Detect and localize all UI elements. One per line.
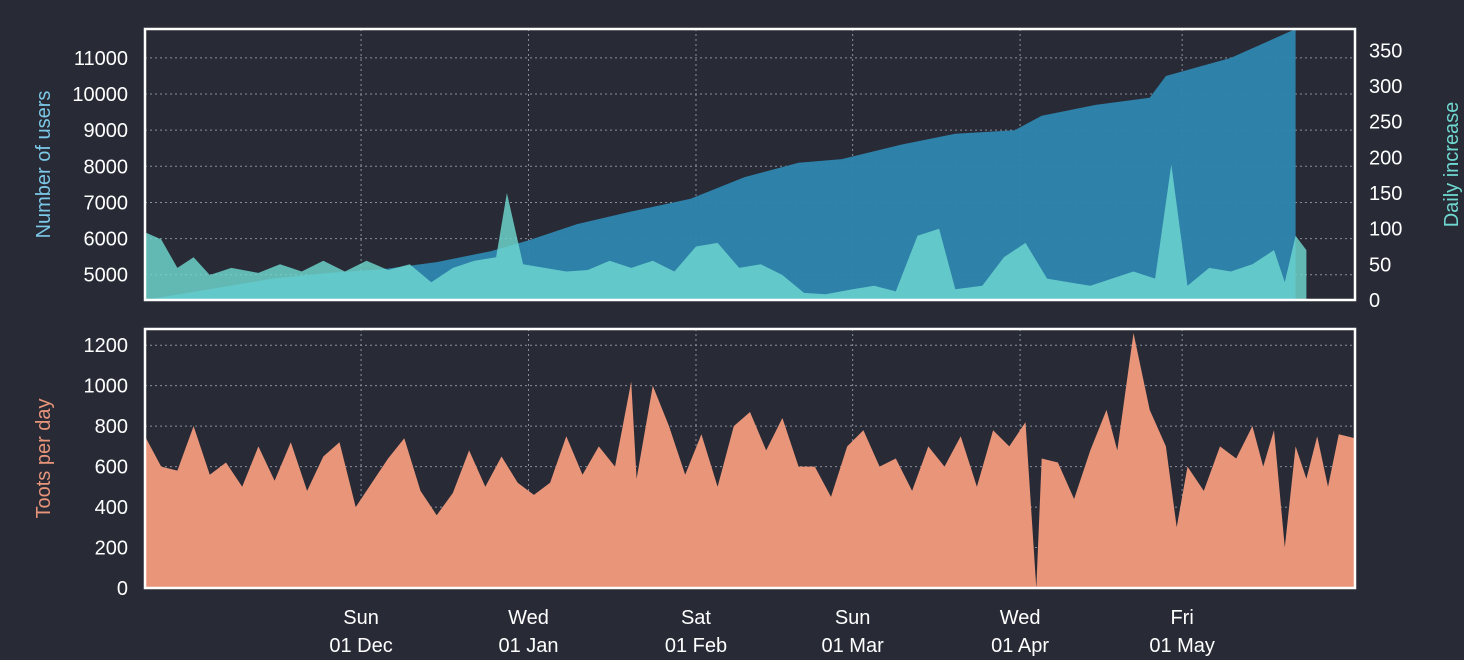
x-tick-day: Sun [835,607,871,629]
series-area-number-of-users [145,29,1296,300]
y2-tick-label: 300 [1369,76,1402,98]
y-tick-label: 800 [95,416,128,438]
y2-tick-label: 0 [1369,290,1380,312]
series-area-daily-increase [145,164,1307,300]
x-axis: Sun 01 Dec Wed 01 Jan Sat 01 Feb Sun 01 Mar Wed 0… [329,607,1215,657]
y-axis-label: Toots per day [33,398,55,518]
users-panel: 5000 6000 7000 8000 9000 10000 11000 0 50 100 150 2… [33,27,1463,312]
y-tick-label: 400 [95,497,128,519]
x-tick-day: Sun [343,607,379,629]
y2-tick-label: 200 [1369,147,1402,169]
y-tick-label: 11000 [74,48,128,70]
y-tick-label: 9000 [84,120,129,142]
y-tick-label: 200 [95,538,128,560]
plot-frame [143,327,1357,590]
plot-frame [143,27,1357,302]
y-tick-label: 8000 [84,156,129,178]
x-tick-date: 01 Feb [665,635,727,657]
toots-panel: 0 200 400 600 800 1000 1200 Toots per day [33,327,1357,600]
x-tick-day: Wed [1000,607,1041,629]
y2-tick-label: 250 [1369,112,1402,134]
x-tick-date: 01 Jan [498,635,558,657]
x-tick-day: Wed [508,607,549,629]
y-tick-label: 1200 [84,335,129,357]
x-tick-date: 01 Dec [329,635,392,657]
y2-tick-label: 50 [1369,254,1391,276]
y-tick-label: 600 [95,457,128,479]
y2-tick-label: 150 [1369,183,1402,205]
y-tick-label: 5000 [84,265,129,287]
y-axis-label: Number of users [33,91,55,239]
series-area-toots-per-day [145,333,1355,588]
y-tick-label: 1000 [84,376,129,398]
x-tick-date: 01 Apr [991,635,1049,657]
x-tick-day: Fri [1170,607,1193,629]
y-tick-label: 10000 [72,84,128,106]
x-tick-date: 01 Mar [822,635,885,657]
y2-axis-label: Daily increase [1441,102,1463,228]
y-tick-label: 7000 [84,192,129,214]
y-tick-label: 0 [117,578,128,600]
x-tick-date: 01 May [1149,635,1215,657]
y-tick-label: 6000 [84,229,129,251]
y2-tick-label: 350 [1369,40,1402,62]
y2-tick-label: 100 [1369,219,1402,241]
x-tick-day: Sat [681,607,711,629]
